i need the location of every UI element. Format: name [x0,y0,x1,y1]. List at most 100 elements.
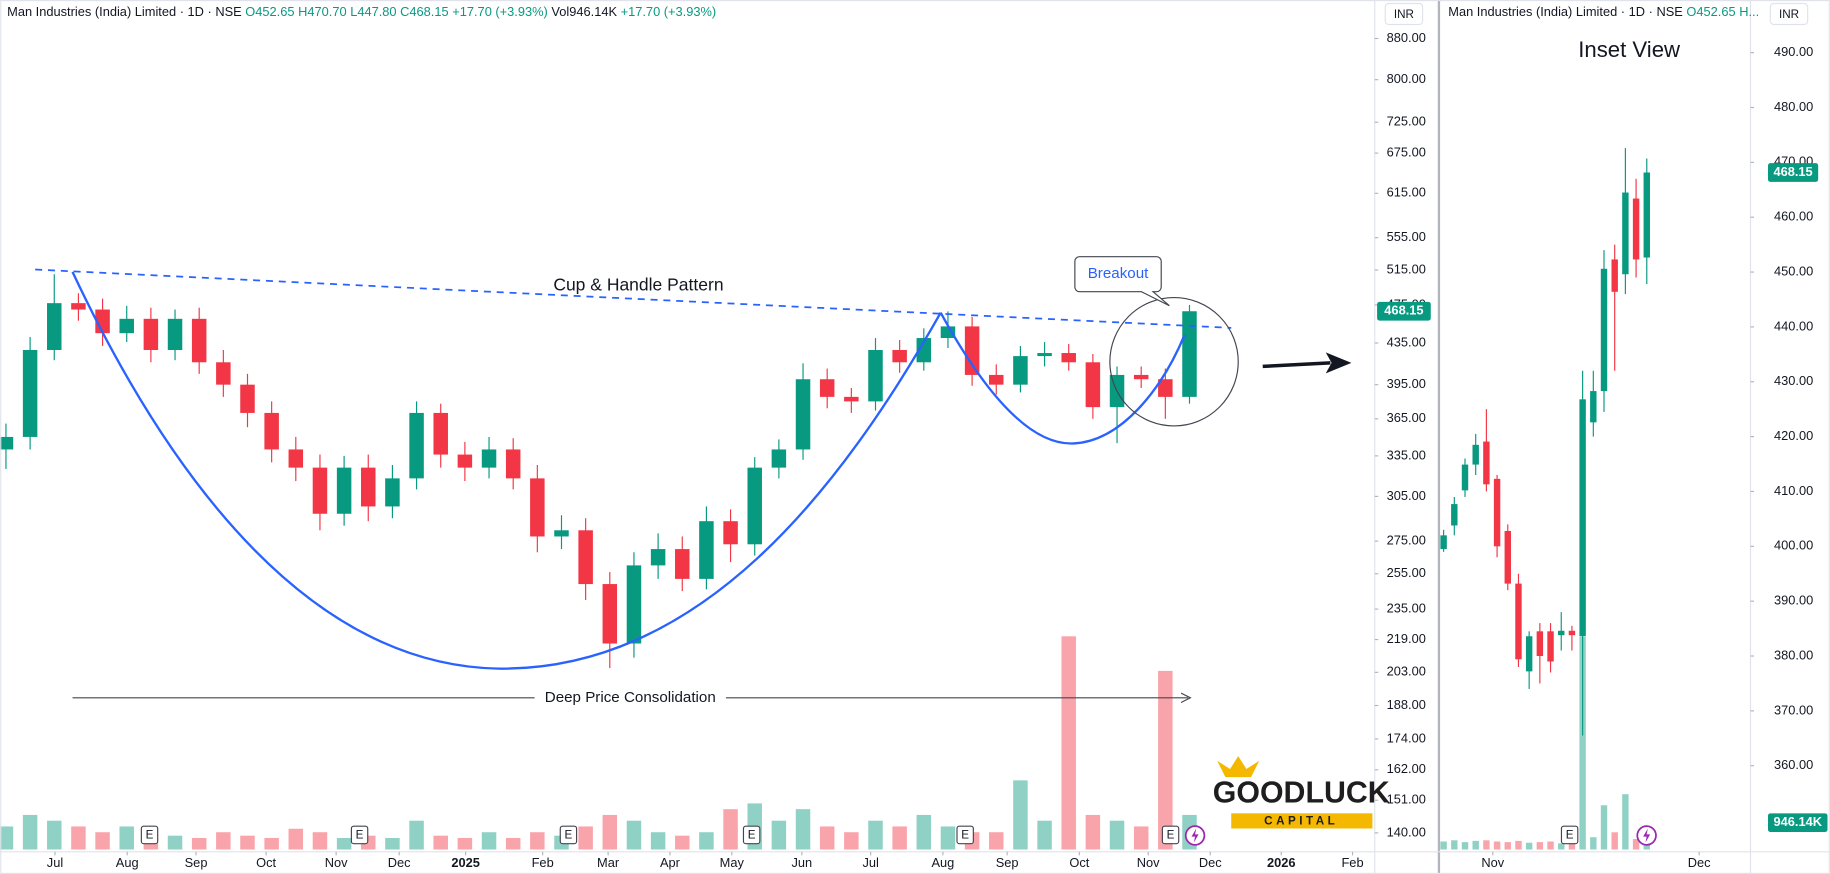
volume-bar [1632,839,1640,850]
currency[interactable]: INR [1394,8,1414,21]
earnings-label[interactable]: E [961,829,969,842]
candle-body [191,318,207,363]
y-tick-label: 440.00 [1774,318,1813,333]
candle-body [795,379,811,450]
volume-bar [288,828,304,850]
candle-body [433,412,448,455]
y-tick-label: 395.00 [1387,376,1426,391]
volume-bar [795,809,811,850]
x-tick-label: Oct [1069,855,1089,870]
y-tick-label: 480.00 [1774,99,1813,114]
candle-body [288,449,304,468]
y-tick-label: 515.00 [1387,261,1426,276]
y-tick-label: 400.00 [1774,538,1813,553]
volume-bar [892,826,907,850]
handle-curve [939,312,1186,445]
x-tick-label: Nov [1137,855,1160,870]
candle-body [578,530,593,585]
earnings-label[interactable]: E [748,829,756,842]
earnings-label[interactable]: E [1566,829,1574,842]
breakout-label: Breakout [1088,265,1149,282]
earnings-marker[interactable] [350,825,369,845]
candle-body [216,362,231,385]
price-badge [1377,301,1431,321]
currency-button[interactable] [1384,2,1424,26]
volume-bar [1483,840,1490,850]
x-tick-label: Dec [1199,855,1222,870]
inset-symbol-header: Man Industries (India) Limited · 1D · NS… [1448,4,1759,19]
volume-bar [457,837,473,850]
x-tick-label: Sep [185,855,208,870]
currency-button[interactable] [1769,2,1809,26]
ohlc-close: C468.15 [400,4,449,19]
earnings-marker[interactable] [140,825,159,845]
volume-bar [336,837,352,850]
y-tick-label: 365.00 [1387,410,1426,425]
earnings-marker[interactable] [1560,825,1579,845]
candle-body [1600,268,1608,392]
volume-bar [530,832,545,850]
earnings-marker[interactable] [742,825,761,845]
currency[interactable]: INR [1779,8,1799,21]
y-tick-label: 725.00 [1387,114,1426,129]
x-tick-label: Aug [116,855,139,870]
symbol: Man Industries (India) Limited · 1D · NS… [1448,4,1683,19]
logo-tagline: CAPITAL [1264,815,1338,828]
y-tick-label: 390.00 [1774,593,1813,608]
x-tick-label: 2026 [1267,855,1296,870]
volume-bar [602,814,618,850]
candle-body [1611,259,1618,292]
volume-bar [409,820,424,850]
y-tick-label: 675.00 [1387,144,1426,159]
volume-bar [1547,841,1554,850]
candle-body [1440,535,1447,550]
volume-bar [650,832,666,850]
x-tick-label: Dec [1688,855,1711,870]
candle-body [602,584,618,644]
y-tick-label: 255.00 [1387,565,1426,580]
candle-layer [0,148,1650,736]
earnings-label[interactable]: E [1167,829,1175,842]
volume-bar [312,832,328,850]
volume-bar [1037,820,1052,850]
earnings-marker[interactable] [1161,825,1180,845]
price-badge-label: 468.15 [1773,164,1812,179]
breakout-circle [1109,296,1239,427]
x-tick-label: Jul [47,855,63,870]
breakout-callout [1074,256,1170,307]
axis-layer: 880.00 800.00 725.00 675.00 615.00 555.00 515.… [47,30,1828,870]
volume-bar [1061,636,1076,850]
volume-bar [191,837,207,850]
y-tick-label: 275.00 [1387,533,1426,548]
earnings-marker[interactable] [956,825,974,845]
candle-body [675,549,690,579]
earnings-label[interactable]: E [356,829,364,842]
candle-body [1472,444,1479,465]
event-icon-bolt [1643,828,1651,843]
x-tick-label: Apr [660,855,681,870]
candle-body [1558,630,1565,636]
volume-bar [771,820,787,850]
candle-body [167,318,183,350]
earnings-label[interactable]: E [146,829,154,842]
candle-body [1536,631,1544,657]
candle-body [699,521,714,579]
ohlc-high: H470.70 [298,4,347,19]
earnings-label[interactable]: E [565,829,573,842]
candle-body [1182,311,1197,397]
volume-bar [47,820,62,850]
volume-bar [167,835,183,850]
y-tick-label: 880.00 [1387,30,1426,45]
volume-bar [481,832,497,850]
y-tick-label: 140.00 [1387,824,1426,839]
candle-body [1525,636,1533,672]
ohlc-change: +17.70 (+3.93%) [452,4,548,19]
volume-bar [1600,805,1608,850]
candle-body [650,549,666,566]
earnings-marker[interactable] [559,825,578,845]
candle-body [0,436,14,450]
y-tick-label: 235.00 [1387,600,1426,615]
volume-bar [1440,841,1447,850]
